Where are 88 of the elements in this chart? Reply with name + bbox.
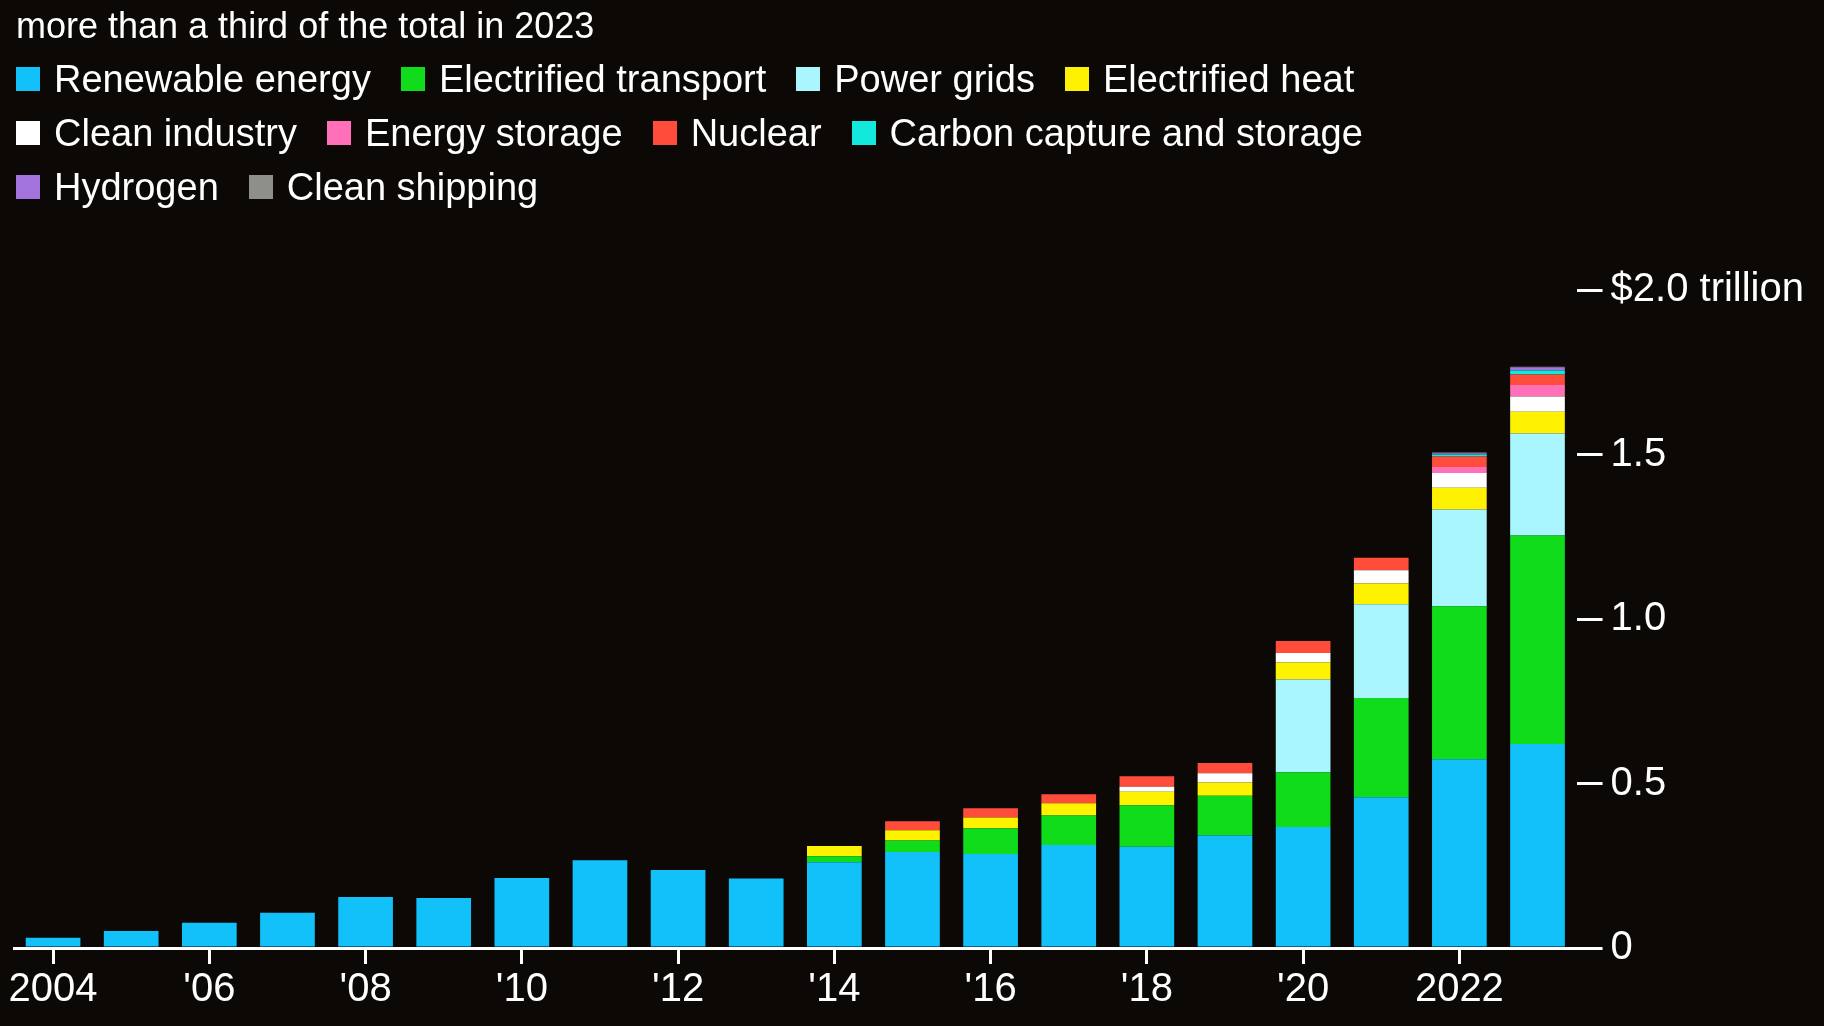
bar (1432, 487, 1487, 510)
bar (885, 830, 940, 841)
bar (494, 877, 550, 947)
bar (885, 821, 940, 831)
bar (1119, 846, 1175, 947)
bar (416, 897, 472, 947)
bar (1119, 776, 1175, 787)
bar (1432, 606, 1487, 760)
legend-label: Electrified transport (438, 57, 767, 102)
bar (103, 930, 159, 947)
x-tick-label: 2022 (1414, 965, 1504, 1010)
bar (1119, 786, 1175, 792)
legend-label: Carbon capture and storage (889, 111, 1363, 156)
bar (650, 870, 706, 947)
bar (1510, 535, 1565, 745)
bar (1510, 396, 1565, 412)
bar (1510, 370, 1565, 375)
x-tick-label: 2004 (8, 965, 98, 1010)
bar (963, 828, 1018, 854)
bar (338, 897, 393, 947)
bar (807, 856, 862, 863)
y-tick-label: 0.5 (1610, 758, 1667, 803)
bar (963, 853, 1018, 947)
legend-label: Clean shipping (286, 165, 539, 210)
bar (1197, 763, 1253, 774)
bar (1510, 374, 1565, 386)
x-tick-label: '16 (964, 965, 1017, 1010)
bar (1041, 845, 1097, 947)
bar (1275, 679, 1331, 773)
bar (181, 922, 237, 947)
x-tick-label: '06 (183, 965, 236, 1010)
x-tick-label: '10 (495, 965, 548, 1010)
y-tick-label: $2.0 trillion (1610, 265, 1804, 310)
bar (728, 878, 784, 947)
x-tick-label: '20 (1277, 965, 1330, 1010)
bar (1432, 472, 1487, 488)
bar (1275, 641, 1331, 653)
x-tick-label: '12 (652, 965, 705, 1010)
bar (885, 851, 940, 947)
bar (1197, 795, 1253, 836)
bar (1353, 557, 1409, 571)
legend-label: Energy storage (364, 111, 623, 156)
bar (1353, 570, 1409, 584)
bar (1119, 805, 1175, 847)
legend-label: Nuclear (690, 111, 822, 156)
bar (1041, 794, 1097, 804)
x-tick-label: '18 (1120, 965, 1173, 1010)
legend-label: Electrified heat (1102, 57, 1355, 102)
bar (1119, 791, 1175, 806)
bar (25, 937, 81, 947)
y-tick-label: 1.0 (1610, 594, 1667, 639)
bar (963, 808, 1018, 818)
bar (807, 846, 862, 857)
bar (1510, 411, 1565, 434)
x-tick-label: '08 (339, 965, 392, 1010)
bar (885, 840, 940, 852)
bar (1353, 797, 1409, 947)
legend-label: Hydrogen (54, 165, 219, 210)
bar (807, 862, 862, 947)
bar (1432, 456, 1487, 467)
bar (1353, 583, 1409, 605)
bar (1510, 385, 1565, 397)
bar (1510, 744, 1565, 947)
bar (1275, 772, 1331, 827)
y-tick-label: 1.5 (1610, 429, 1667, 474)
bar (1041, 815, 1097, 846)
legend-label: Renewable energy (54, 57, 371, 102)
bar (1197, 782, 1253, 796)
bar (1432, 759, 1487, 947)
x-tick-label: '14 (808, 965, 861, 1010)
bar (1432, 509, 1487, 607)
bar (1353, 697, 1409, 798)
bar (260, 912, 315, 947)
bar (1275, 826, 1331, 947)
bar (1510, 433, 1565, 536)
bar (1041, 803, 1097, 816)
legend-label: Power grids (834, 57, 1035, 102)
y-tick-label: 0 (1610, 923, 1633, 968)
legend-label: Clean industry (54, 111, 297, 156)
bar (1353, 604, 1409, 698)
bar (1197, 773, 1253, 783)
bar (1197, 835, 1253, 947)
chart-title: more than a third of the total in 2023 (16, 4, 595, 48)
bar (1275, 652, 1331, 663)
bar (1275, 662, 1331, 680)
bar (1432, 467, 1487, 473)
bar (963, 817, 1018, 829)
bar (572, 860, 628, 947)
